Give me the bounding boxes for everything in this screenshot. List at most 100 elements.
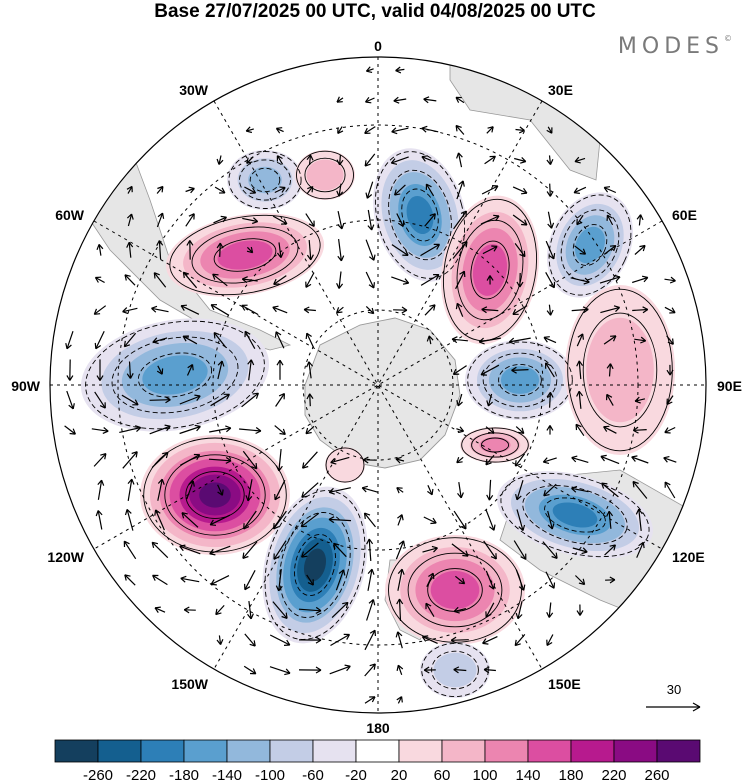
wind-arrow-icon — [365, 96, 375, 104]
wind-arrow-icon — [632, 426, 647, 434]
wind-arrow-icon — [455, 270, 466, 290]
low-south-atlantic-b — [373, 148, 467, 282]
wind-arrow-icon — [329, 664, 351, 675]
wind-arrow-icon — [456, 152, 463, 168]
wind-arrow-icon — [547, 211, 555, 229]
wind-arrow-icon — [298, 666, 322, 674]
wind-arrow-icon — [156, 212, 165, 228]
wind-arrow-icon — [364, 153, 376, 167]
wind-arrow-icon — [301, 542, 319, 558]
low-south-atlantic-a — [227, 150, 303, 210]
wind-arrow-icon — [513, 540, 527, 560]
wind-arrow-icon — [453, 666, 467, 674]
wind-arrow-icon — [217, 360, 225, 380]
wind-arrow-icon — [275, 392, 285, 407]
wind-arrow-icon — [420, 274, 440, 286]
wind-arrow-icon — [364, 629, 376, 651]
wind-arrow-icon — [242, 217, 259, 225]
lon-label-150w: 150W — [171, 676, 208, 692]
wind-arrow-icon — [91, 427, 109, 434]
wind-arrow-icon — [213, 215, 227, 224]
colorbar-swatch — [484, 739, 529, 763]
wind-arrow-icon — [574, 575, 586, 586]
wind-arrow-icon — [514, 243, 526, 258]
wind-arrow-icon — [664, 426, 676, 434]
wind-arrow-icon — [66, 390, 75, 410]
wind-arrow-icon — [666, 395, 674, 405]
wind-arrow-icon — [456, 180, 465, 200]
wind-arrow-icon — [180, 575, 200, 583]
wind-arrow-icon — [600, 305, 621, 314]
wind-arrow-icon — [305, 272, 315, 288]
lon-label-90e: 90E — [717, 378, 742, 394]
wind-arrow-icon — [126, 213, 134, 227]
wind-arrow-icon — [246, 246, 254, 254]
lon-label-150e: 150E — [548, 676, 581, 692]
wind-arrow-icon — [243, 510, 257, 530]
wind-arrow-icon — [186, 364, 194, 376]
wind-arrow-icon — [573, 186, 587, 194]
wind-arrow-icon — [241, 276, 258, 284]
map-title: Base 27/07/2025 00 UTC, valid 04/08/2025… — [154, 1, 596, 22]
wind-arrow-icon — [274, 331, 285, 349]
wind-arrow-icon — [546, 126, 553, 134]
wind-arrow-icon — [154, 509, 165, 531]
wind-arrow-icon — [185, 186, 195, 194]
wind-arrow-icon — [181, 512, 199, 528]
wind-arrow-icon — [122, 451, 138, 469]
wind-arrow-icon — [305, 213, 315, 227]
wind-arrow-icon — [126, 185, 133, 194]
colorbar-swatch — [613, 739, 658, 763]
wind-arrow-icon — [276, 155, 284, 165]
wind-arrow-icon — [93, 453, 107, 467]
low-indian-b — [465, 340, 575, 420]
contour-lines — [85, 150, 673, 698]
wind-arrow-icon — [457, 482, 464, 499]
wind-arrow-icon — [209, 545, 231, 556]
wind-arrow-icon — [601, 482, 619, 498]
wind-arrow-icon — [152, 574, 168, 586]
lon-label-90w: 90W — [11, 378, 41, 394]
wind-arrow-icon — [606, 393, 614, 406]
wind-arrow-icon — [65, 331, 74, 350]
wind-arrow-icon — [486, 479, 494, 501]
wind-arrow-icon — [634, 244, 646, 255]
wind-arrow-icon — [514, 634, 526, 647]
colorbar-swatch — [441, 739, 486, 763]
high-antarctic-coast — [460, 427, 530, 463]
wind-arrow-icon — [424, 213, 436, 227]
wind-arrow-icon — [209, 425, 232, 433]
wind-arrow-icon — [545, 240, 556, 260]
wind-arrow-icon — [331, 601, 349, 619]
wind-arrow-icon — [364, 696, 376, 704]
wind-arrow-icon — [484, 155, 496, 165]
wind-arrow-icon — [570, 277, 590, 285]
wind-arrow-icon — [244, 186, 257, 194]
wind-arrow-icon — [94, 331, 105, 350]
wind-arrow-icon — [306, 240, 314, 261]
wind-arrow-icon — [390, 156, 409, 165]
wind-arrow-icon — [482, 636, 498, 645]
wind-arrow-icon — [634, 396, 646, 404]
wind-arrow-icon — [395, 456, 405, 464]
wind-arrow-icon — [421, 155, 439, 164]
wind-arrow-icon — [600, 454, 620, 465]
wind-arrow-icon — [337, 239, 345, 262]
wind-arrow-icon — [425, 183, 435, 197]
wind-vectors — [64, 66, 677, 704]
wind-arrow-icon — [275, 569, 283, 592]
reference-vector: 30 — [646, 682, 701, 712]
wind-arrow-icon — [245, 126, 254, 134]
wind-arrow-icon — [574, 156, 586, 164]
wind-arrow-icon — [425, 602, 435, 618]
wind-arrow-icon — [391, 127, 409, 135]
wind-arrow-icon — [514, 156, 527, 164]
wind-arrow-icon — [515, 480, 524, 501]
wind-arrow-icon — [423, 666, 436, 674]
wind-arrow-icon — [478, 337, 501, 345]
wind-arrow-icon — [303, 306, 316, 314]
wind-arrow-icon — [152, 337, 168, 345]
wind-arrow-icon — [453, 210, 467, 230]
wind-arrow-icon — [420, 243, 441, 257]
wind-arrow-icon — [186, 480, 195, 500]
